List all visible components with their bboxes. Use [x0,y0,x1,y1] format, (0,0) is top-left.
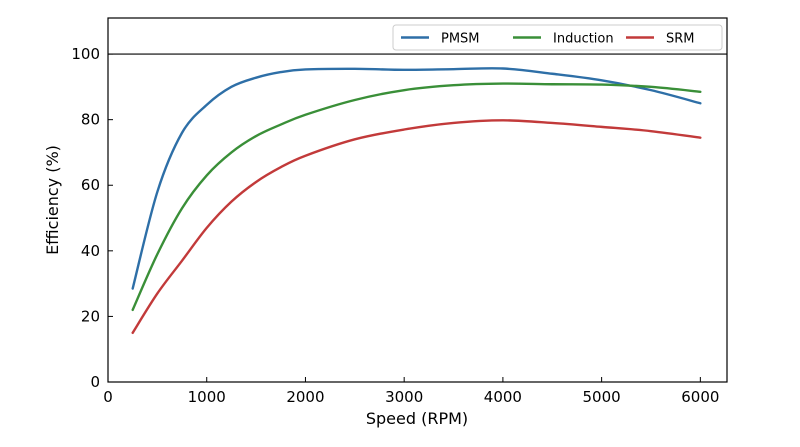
x-tick-label: 5000 [583,388,621,406]
y-tick-label: 60 [81,176,100,194]
y-tick-label: 40 [81,242,100,260]
y-tick-label: 0 [90,373,100,391]
y-tick-label: 100 [71,45,100,63]
x-tick-label: 4000 [484,388,522,406]
x-tick-label: 1000 [188,388,226,406]
y-axis-title: Efficiency (%) [43,145,62,255]
legend-label-induction: Induction [553,32,614,47]
plot-frame [107,17,728,383]
series-line-induction [131,82,702,312]
y-tick-label: 20 [81,307,100,325]
x-tick-label: 0 [103,388,113,406]
legend: PMSM Induction SRM [392,24,723,51]
x-tick-label: 2000 [286,388,324,406]
legend-label-pmsm: PMSM [441,32,480,47]
plot-area [108,18,727,382]
x-tick-label: 6000 [681,388,719,406]
x-axis-title: Speed (RPM) [366,409,468,428]
legend-box [392,24,723,51]
series-line-srm [131,119,702,335]
series-line-pmsm [131,67,702,290]
y-tick-label: 80 [81,111,100,129]
legend-label-srm: SRM [666,32,695,47]
x-tick-label: 3000 [385,388,423,406]
